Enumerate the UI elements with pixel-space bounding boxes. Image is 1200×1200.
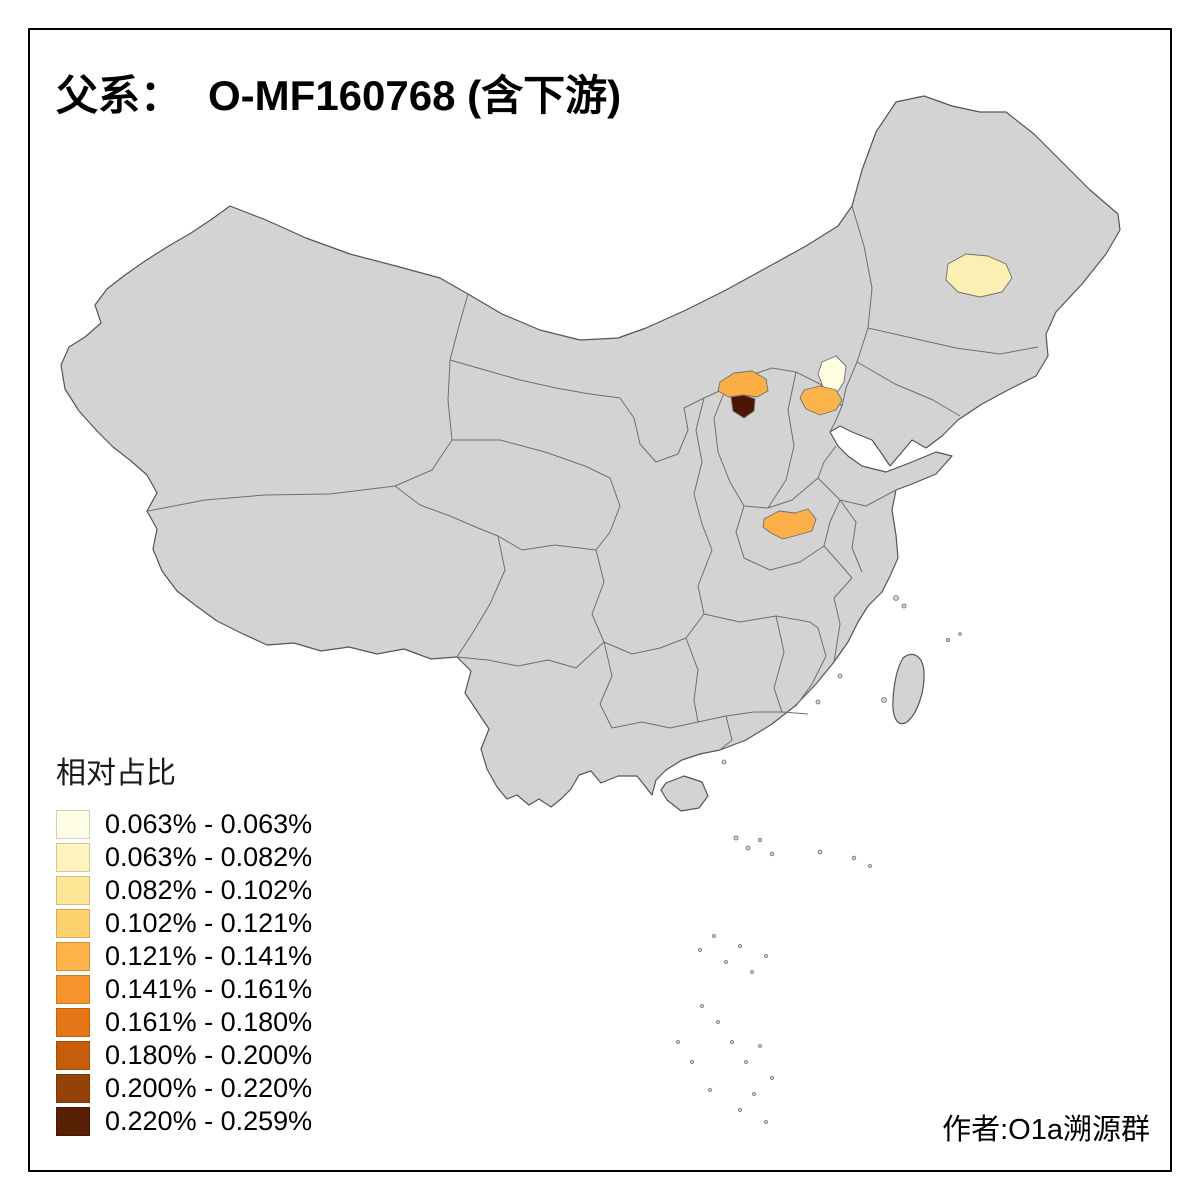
province-borders (147, 205, 1039, 751)
legend-label: 0.063% - 0.063% (105, 809, 313, 839)
legend-row: 0.102% - 0.121% (56, 908, 313, 938)
page-title: 父系： O-MF160768 (含下游) (56, 62, 621, 123)
legend-label: 0.180% - 0.200% (105, 1040, 313, 1070)
legend-row: 0.180% - 0.200% (56, 1040, 313, 1070)
legend-swatch (56, 1008, 90, 1037)
highlight-heilongjiang-harbin (945, 253, 1013, 298)
taiwan-island (892, 653, 925, 725)
south-china-sea-islets (676, 595, 962, 1124)
legend-items: 0.063% - 0.063% 0.063% - 0.082% 0.082% - 0… (56, 809, 313, 1136)
highlight-henan-area (762, 508, 817, 540)
legend-row: 0.161% - 0.180% (56, 1007, 313, 1037)
title-main: O-MF160768 (含下游) (208, 72, 622, 119)
legend-swatch (56, 975, 90, 1004)
legend-label: 0.141% - 0.161% (105, 974, 313, 1004)
highlight-shanxi-area (717, 370, 769, 398)
legend-swatch (56, 942, 90, 971)
highlight-shanxi-dark-area (730, 394, 756, 419)
legend-label: 0.063% - 0.082% (105, 842, 313, 872)
legend: 相对占比 0.063% - 0.063% 0.063% - 0.082% 0.082… (56, 748, 312, 1140)
highlight-beijing-area (817, 355, 847, 395)
legend-row: 0.121% - 0.141% (56, 941, 313, 971)
legend-swatch (56, 876, 90, 905)
legend-swatch (56, 843, 90, 872)
legend-row: 0.220% - 0.259% (56, 1106, 313, 1136)
highlighted-regions (717, 253, 1013, 540)
attribution-text: 作者:O1a溯源群 (942, 1114, 1150, 1146)
legend-swatch (56, 810, 90, 839)
legend-label: 0.082% - 0.102% (105, 875, 313, 905)
highlight-tianjin-hebei-area (799, 385, 843, 416)
legend-label: 0.200% - 0.220% (105, 1073, 313, 1103)
land-shapes (60, 95, 1121, 812)
hainan-island (660, 775, 709, 812)
legend-label: 0.220% - 0.259% (105, 1106, 313, 1136)
legend-row: 0.141% - 0.161% (56, 974, 313, 1004)
legend-row: 0.063% - 0.063% (56, 809, 313, 839)
legend-label: 0.102% - 0.121% (105, 908, 313, 938)
legend-swatch (56, 1074, 90, 1103)
legend-swatch (56, 909, 90, 938)
mainland-shape (60, 95, 1121, 808)
title-prefix: 父系： (56, 72, 183, 119)
legend-row: 0.200% - 0.220% (56, 1073, 313, 1103)
legend-title: 相对占比 (56, 757, 176, 790)
legend-swatch (56, 1041, 90, 1070)
legend-label: 0.121% - 0.141% (105, 941, 313, 971)
legend-label: 0.161% - 0.180% (105, 1007, 313, 1037)
legend-swatch (56, 1107, 90, 1136)
legend-row: 0.063% - 0.082% (56, 842, 313, 872)
legend-row: 0.082% - 0.102% (56, 875, 313, 905)
